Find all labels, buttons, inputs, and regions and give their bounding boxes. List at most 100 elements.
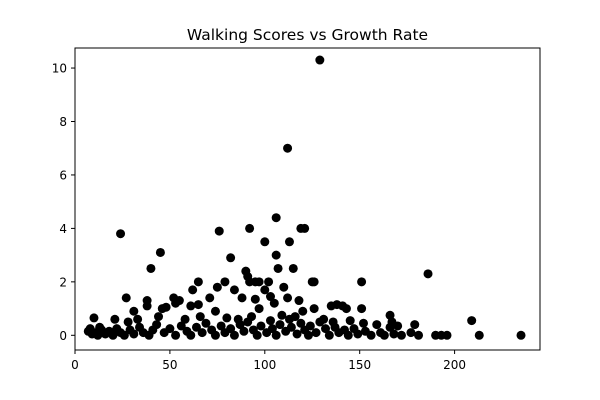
data-point (235, 320, 245, 330)
y-tick-label: 4 (59, 222, 67, 236)
data-point (292, 329, 302, 339)
data-point (188, 285, 198, 295)
data-point (193, 300, 203, 310)
data-point (250, 294, 260, 304)
data-point (326, 301, 336, 311)
data-point (89, 313, 99, 323)
data-point (315, 55, 325, 65)
data-point (195, 312, 205, 322)
data-point (271, 330, 281, 340)
data-point (273, 263, 283, 273)
y-tick-label: 6 (59, 168, 67, 182)
data-point (171, 330, 181, 340)
data-point (267, 324, 277, 334)
data-point (220, 277, 230, 287)
data-point (474, 330, 484, 340)
data-point (303, 330, 313, 340)
data-point (110, 314, 120, 324)
data-point (165, 324, 175, 334)
axes-frame (74, 47, 541, 351)
y-tick-label: 0 (59, 329, 67, 343)
data-point (155, 247, 165, 257)
data-point (288, 263, 298, 273)
data-point (442, 330, 452, 340)
data-point (305, 321, 315, 331)
data-point (260, 237, 270, 247)
data-point (283, 143, 293, 153)
data-point (229, 285, 239, 295)
x-tick-label: 100 (253, 358, 276, 372)
data-point (385, 322, 395, 332)
data-point (133, 314, 143, 324)
data-point (264, 277, 274, 287)
x-tick-label: 150 (348, 358, 371, 372)
data-point (372, 320, 382, 330)
data-point (119, 330, 129, 340)
data-point (222, 313, 232, 323)
data-point (284, 237, 294, 247)
data-point (121, 293, 131, 303)
data-point (309, 277, 319, 287)
data-point (345, 316, 355, 326)
x-tick-label: 0 (71, 358, 79, 372)
data-point (212, 282, 222, 292)
data-point (214, 226, 224, 236)
data-point (321, 324, 331, 334)
data-point (186, 330, 196, 340)
data-point (357, 304, 367, 314)
data-point (116, 229, 126, 239)
data-point (315, 317, 325, 327)
data-point (201, 318, 211, 328)
data-point (252, 330, 262, 340)
data-point (154, 312, 164, 322)
data-point (161, 302, 171, 312)
data-point (193, 277, 203, 287)
data-point (108, 330, 118, 340)
x-tick-label: 200 (443, 358, 466, 372)
data-point (366, 330, 376, 340)
data-point (142, 301, 152, 311)
data-point (358, 318, 368, 328)
data-point (180, 314, 190, 324)
data-point (324, 330, 334, 340)
data-point (294, 296, 304, 306)
data-point (254, 304, 264, 314)
data-point (260, 285, 270, 295)
y-tick-label: 2 (59, 275, 67, 289)
data-point (245, 277, 255, 287)
data-point (275, 320, 285, 330)
data-point (243, 317, 253, 327)
data-point (229, 330, 239, 340)
data-point (210, 330, 220, 340)
data-point (237, 293, 247, 303)
chart-title: Walking Scores vs Growth Rate (187, 26, 428, 44)
data-point (226, 324, 236, 334)
data-point (283, 293, 293, 303)
data-point (256, 321, 266, 331)
data-point (129, 306, 139, 316)
x-tick-label: 50 (162, 358, 177, 372)
data-point (277, 310, 287, 320)
data-point (343, 330, 353, 340)
data-point (271, 250, 281, 260)
y-tick-label: 10 (52, 62, 67, 76)
y-tick-label: 8 (59, 115, 67, 129)
data-point (341, 304, 351, 314)
y-axis-ticks: 0 2 4 6 8 10 (52, 62, 75, 343)
data-point (245, 223, 255, 233)
data-point (311, 328, 321, 338)
data-point (197, 328, 207, 338)
data-point (191, 322, 201, 332)
data-point (265, 316, 275, 326)
data-point (146, 263, 156, 273)
data-point (226, 253, 236, 263)
data-point (406, 328, 416, 338)
data-point (393, 321, 403, 331)
data-point (239, 326, 249, 336)
data-point (298, 306, 308, 316)
data-point (467, 316, 477, 326)
data-point (423, 269, 433, 279)
